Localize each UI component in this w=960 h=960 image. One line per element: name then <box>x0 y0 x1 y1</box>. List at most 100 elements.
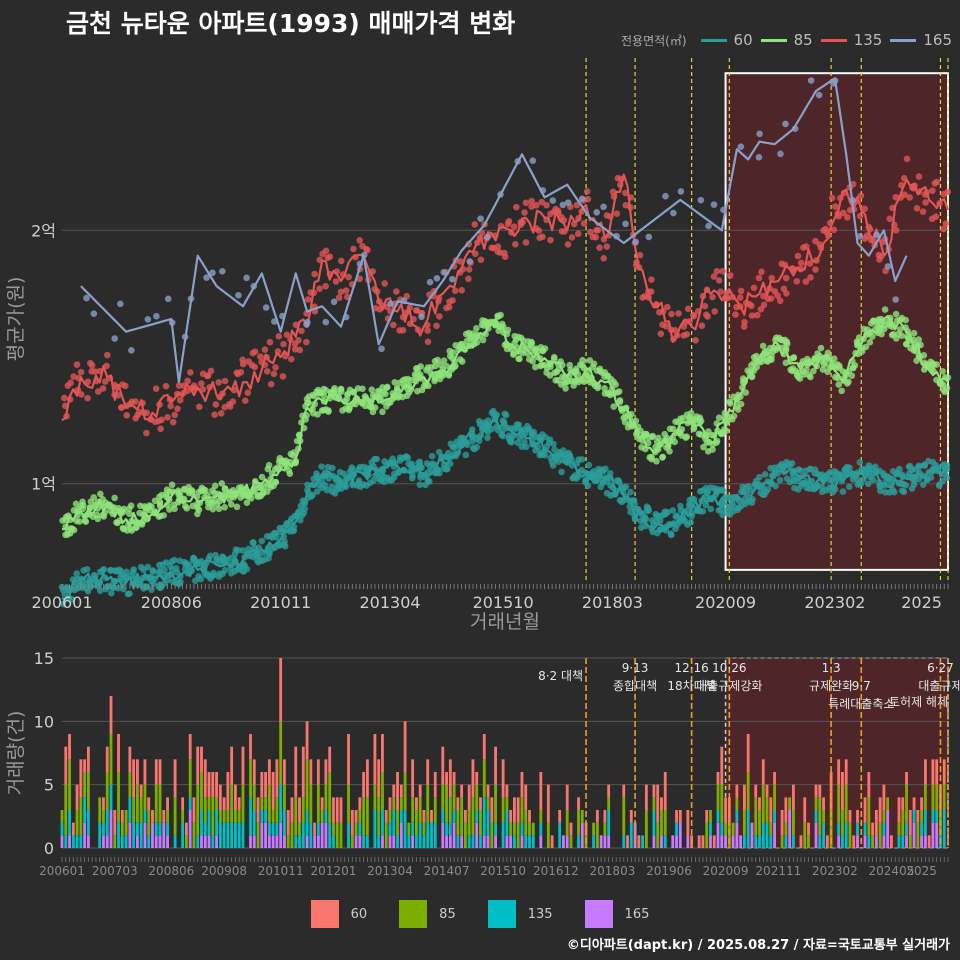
scatter-point-85 <box>76 518 83 525</box>
scatter-point-135 <box>709 293 716 301</box>
scatter-point-135 <box>886 215 894 223</box>
volume-bar-60 <box>162 810 166 823</box>
volume-legend-item-135[interactable]: 135 <box>487 900 553 928</box>
scatter-point-135 <box>913 205 921 212</box>
scatter-point-135 <box>207 367 215 375</box>
volume-bar-165 <box>399 822 403 848</box>
volume-bar-165 <box>935 822 939 848</box>
scatter-point-60 <box>271 529 279 537</box>
volume-bar-135 <box>769 835 773 848</box>
volume-bar-85 <box>147 810 151 836</box>
x-minor-ticks <box>61 584 949 589</box>
volume-bar-165 <box>486 835 490 848</box>
scatter-point-60 <box>511 426 518 433</box>
scatter-point-85 <box>359 385 366 393</box>
volume-bar-85 <box>211 797 215 836</box>
volume-bar-135 <box>882 822 886 836</box>
volume-bar-85 <box>577 810 580 836</box>
volume-bar-135 <box>222 822 226 848</box>
volume-bar-60 <box>86 746 90 772</box>
volume-bar-165 <box>735 822 739 848</box>
volume-bar-165 <box>102 835 105 848</box>
scatter-point-85 <box>715 414 723 422</box>
scatter-point-85 <box>243 499 251 507</box>
volume-bar-60 <box>912 797 916 810</box>
scatter-point-165 <box>873 231 880 239</box>
volume-bar-85 <box>64 784 68 836</box>
volume-bar-60 <box>901 797 905 810</box>
scatter-point-60 <box>83 565 91 573</box>
scatter-point-60 <box>687 519 694 526</box>
volume-legend-label-85: 85 <box>439 906 456 922</box>
volume-bar-135 <box>365 835 369 848</box>
volume-bar-60 <box>452 772 456 785</box>
scatter-point-165 <box>144 315 152 323</box>
volume-bar-135 <box>139 822 143 848</box>
scatter-point-135 <box>832 203 839 210</box>
volume-y-tick-1: 5 <box>44 776 54 795</box>
scatter-point-60 <box>927 474 935 481</box>
scatter-point-85 <box>830 355 838 362</box>
volume-legend-item-85[interactable]: 85 <box>399 900 456 928</box>
volume-bar-135 <box>912 810 916 823</box>
volume-bar-85 <box>200 772 203 810</box>
scatter-point-135 <box>143 429 150 437</box>
volume-bar-85 <box>528 822 531 836</box>
volume-bar-135 <box>720 822 724 836</box>
scatter-point-135 <box>675 310 682 317</box>
scatter-point-165 <box>440 269 448 276</box>
volume-bar-85 <box>923 784 927 810</box>
volume-bar-165 <box>260 822 264 848</box>
volume-bar-60 <box>528 810 531 823</box>
volume-bar-85 <box>399 797 403 810</box>
volume-bar-60 <box>916 810 920 823</box>
volume-bar-135 <box>260 810 264 823</box>
scatter-point-135 <box>84 378 92 386</box>
volume-x-tick-16: 2025 <box>906 864 937 878</box>
scatter-point-135 <box>212 401 220 408</box>
scatter-point-135 <box>748 312 756 319</box>
scatter-point-60 <box>776 476 784 484</box>
y-tick-label-1: 2억 <box>31 221 56 240</box>
volume-bar-85 <box>663 810 667 836</box>
volume-legend-item-165[interactable]: 165 <box>584 900 649 928</box>
volume-legend-item-60[interactable]: 60 <box>310 900 367 928</box>
volume-bar-85 <box>539 810 543 823</box>
volume-bar-60 <box>211 772 215 798</box>
volume-bar-60 <box>629 810 633 823</box>
scatter-point-165 <box>677 188 685 195</box>
scatter-point-165 <box>330 298 338 306</box>
scatter-point-60 <box>915 462 923 470</box>
volume-y-tick-2: 10 <box>34 712 54 731</box>
scatter-point-135 <box>596 244 603 251</box>
scatter-point-135 <box>857 192 865 199</box>
volume-bar-135 <box>135 822 139 836</box>
volume-bar-135 <box>456 835 460 848</box>
scatter-point-60 <box>896 465 903 473</box>
volume-bar-135 <box>942 810 946 848</box>
volume-bar-60 <box>874 810 878 836</box>
volume-bar-85 <box>509 822 513 836</box>
legend-item-165[interactable]: 165 <box>890 31 952 49</box>
volume-bar-85 <box>467 810 471 836</box>
scatter-point-85 <box>255 484 263 492</box>
legend-item-60[interactable]: 60 <box>700 31 753 49</box>
volume-bar-165 <box>652 835 656 848</box>
scatter-point-85 <box>709 446 716 453</box>
legend-item-85[interactable]: 85 <box>760 31 813 49</box>
volume-bar-165 <box>863 835 867 848</box>
volume-bar-85 <box>652 797 656 810</box>
scatter-point-60 <box>289 527 297 535</box>
scatter-point-135 <box>724 294 731 302</box>
scatter-point-135 <box>356 275 364 283</box>
scatter-point-85 <box>881 306 889 313</box>
scatter-point-60 <box>718 501 726 509</box>
volume-bar-85 <box>452 784 456 810</box>
volume-bar-135 <box>309 822 313 848</box>
scatter-point-135 <box>782 274 790 282</box>
legend-item-135[interactable]: 135 <box>820 31 882 49</box>
volume-bar-60 <box>724 797 727 823</box>
scatter-point-165 <box>477 215 484 222</box>
scatter-point-135 <box>211 411 218 419</box>
scatter-point-135 <box>280 340 287 348</box>
